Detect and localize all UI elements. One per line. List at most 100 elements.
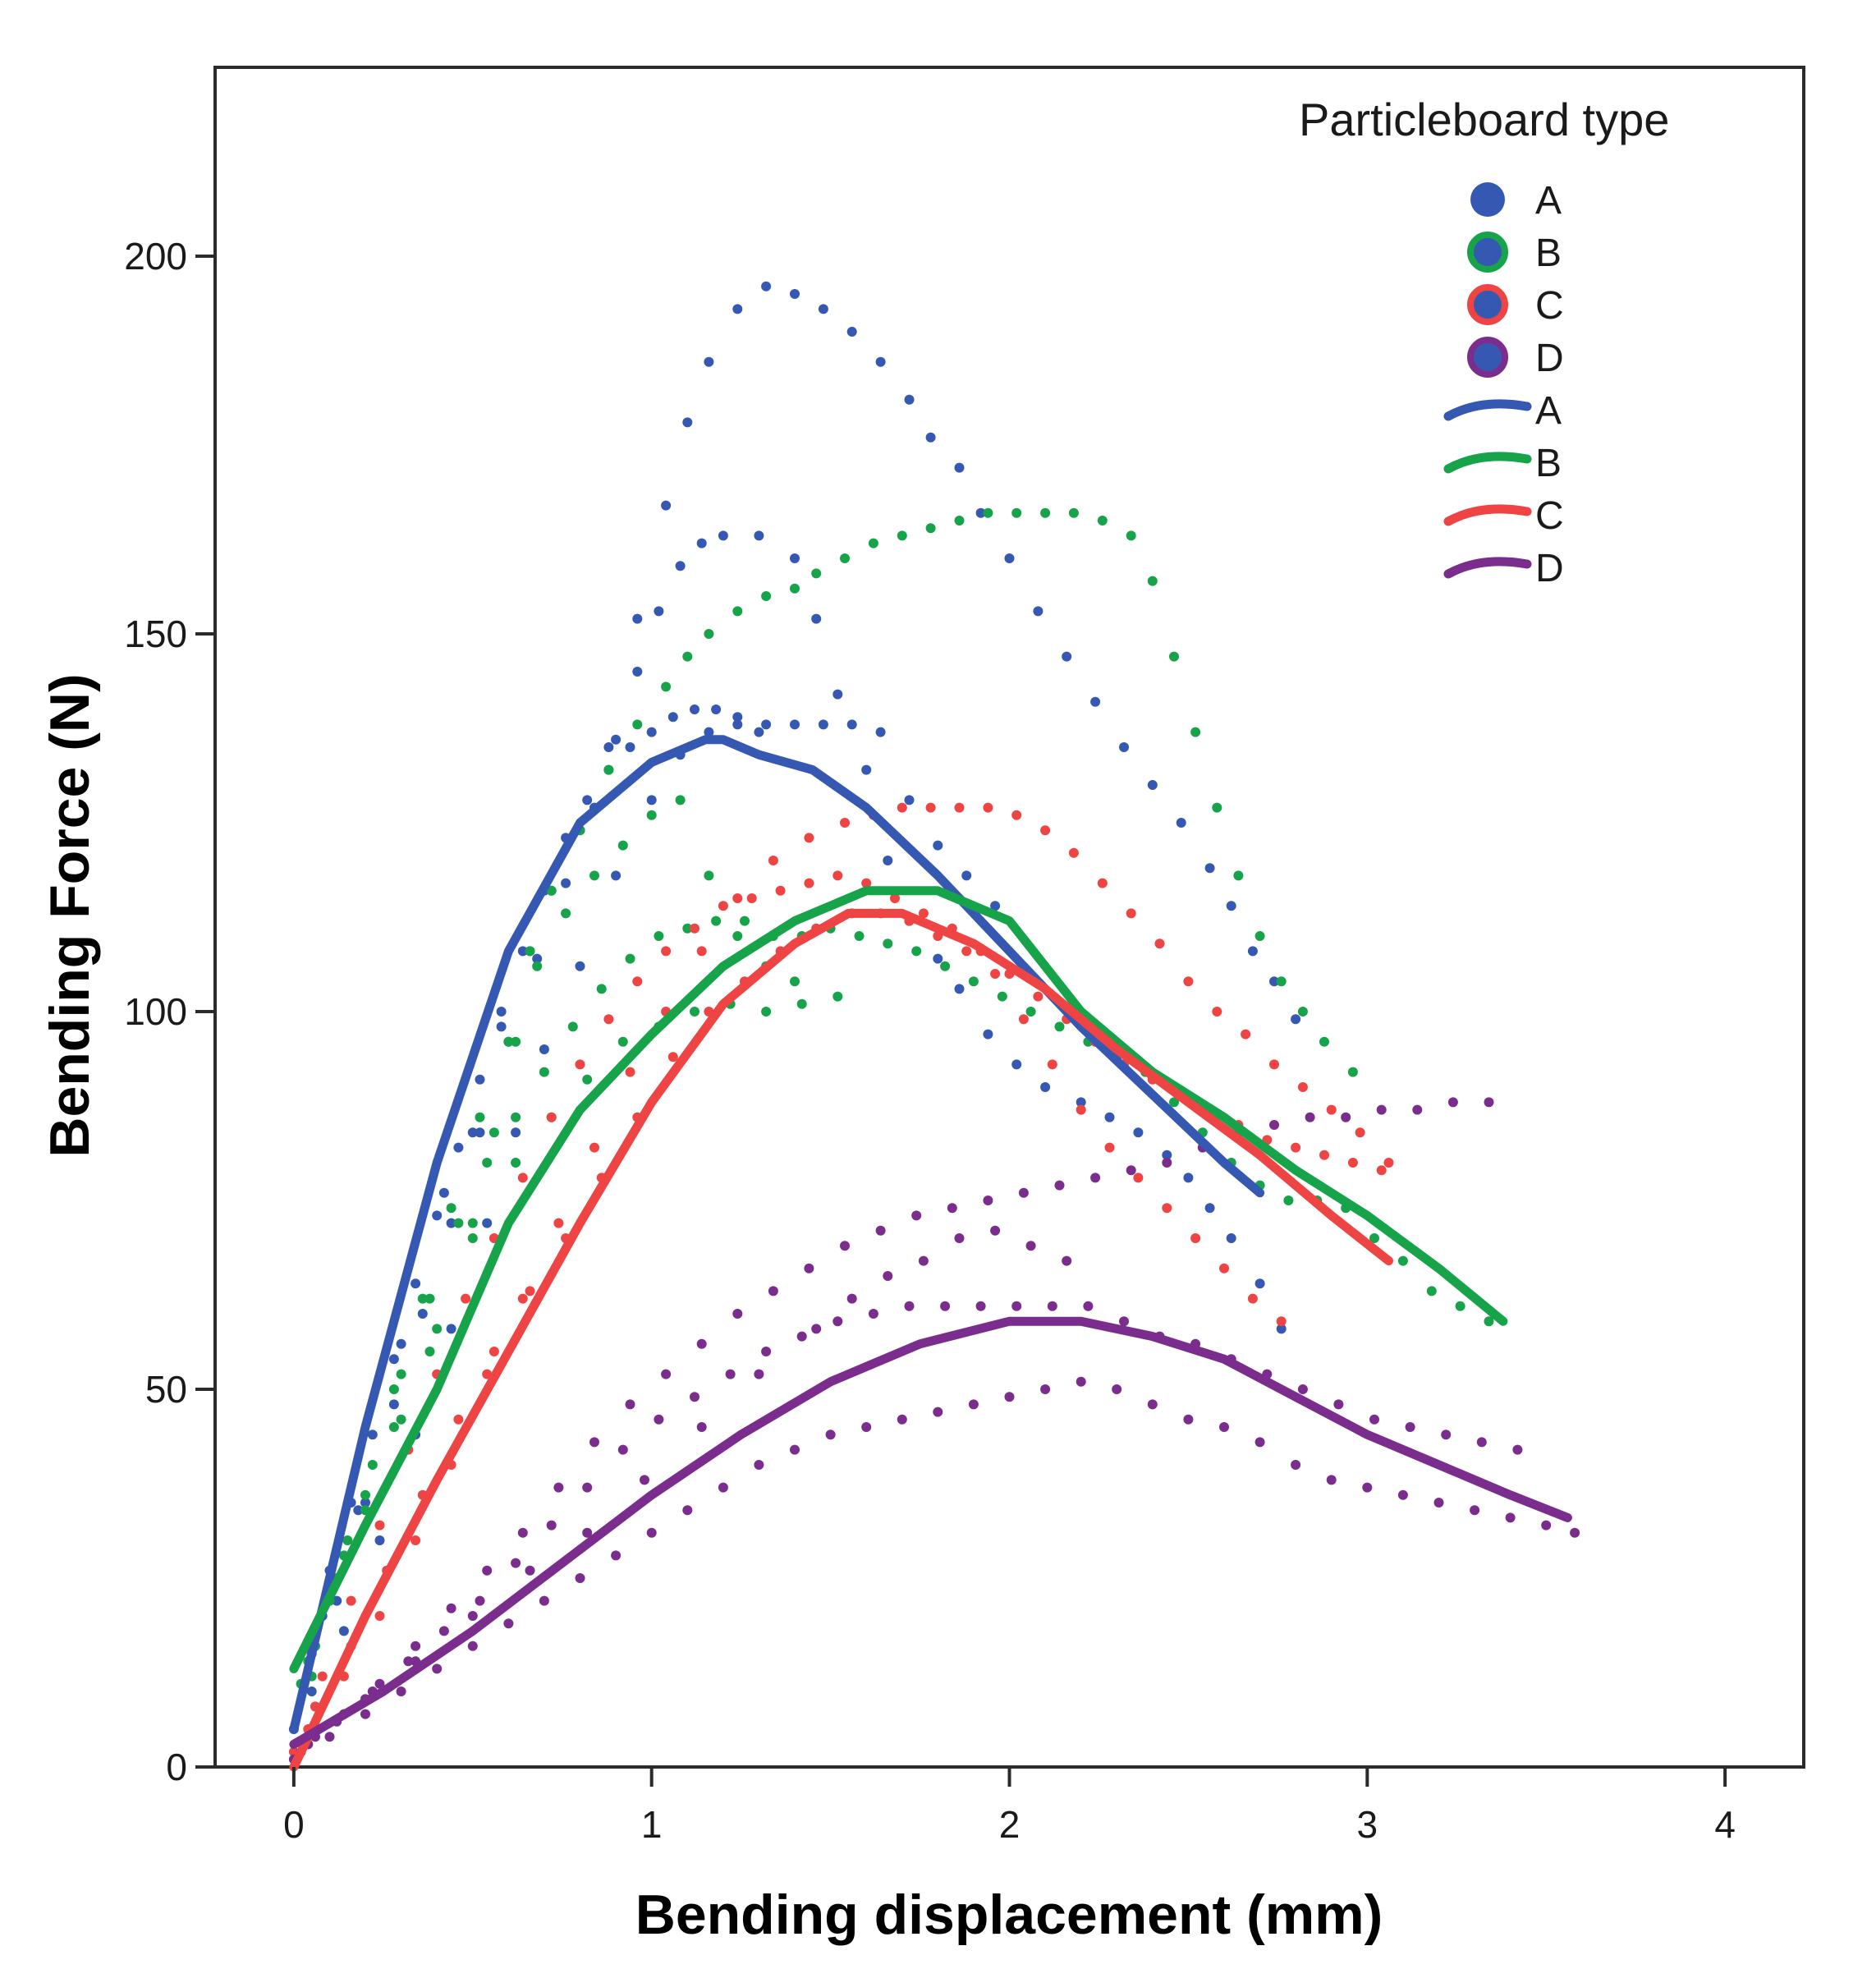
data-point [617, 1036, 628, 1047]
data-point [1097, 878, 1108, 888]
data-point [367, 1430, 378, 1440]
data-point [718, 530, 728, 541]
data-point [1326, 1104, 1337, 1115]
data-point [1347, 1158, 1358, 1168]
data-point [625, 1399, 635, 1410]
data-point [1426, 1286, 1437, 1296]
data-point [446, 1603, 456, 1613]
data-point [983, 1029, 993, 1039]
data-point [1162, 1203, 1172, 1214]
data-point [1183, 976, 1194, 987]
data-point [488, 1347, 499, 1356]
data-point [997, 991, 1007, 1002]
data-point [1333, 1399, 1344, 1410]
data-point [646, 727, 657, 737]
data-point [1484, 1097, 1494, 1108]
data-point [954, 462, 965, 473]
data-point [424, 1293, 435, 1304]
data-point [1112, 1384, 1122, 1394]
data-point [790, 553, 800, 563]
data-point [840, 553, 850, 563]
data-point [1011, 1301, 1022, 1311]
data-point [775, 885, 786, 896]
data-point [575, 1573, 585, 1583]
data-point [1476, 1437, 1487, 1448]
data-point [1169, 651, 1179, 662]
data-point [1033, 606, 1043, 617]
data-point [467, 1611, 478, 1621]
data-point [661, 500, 672, 511]
data-point [961, 946, 972, 957]
data-point [854, 931, 865, 941]
data-point [1119, 742, 1129, 752]
data-point [1147, 1399, 1158, 1410]
data-point [682, 923, 693, 934]
data-point [1104, 1142, 1115, 1153]
data-point [432, 1324, 443, 1334]
data-point [1397, 1255, 1408, 1266]
data-point [1269, 1059, 1279, 1070]
data-point [846, 327, 857, 337]
data-point [1269, 1120, 1279, 1130]
data-point [1347, 1067, 1358, 1077]
data-point [475, 1127, 485, 1138]
data-point [317, 1671, 328, 1682]
data-point [1226, 901, 1236, 911]
data-point [1154, 939, 1165, 949]
data-point [1126, 1165, 1136, 1176]
data-point [682, 1505, 693, 1516]
fit-line-layer [289, 735, 1572, 1772]
scatter-series-A [288, 281, 1301, 1734]
data-point [561, 878, 571, 888]
data-point [1040, 825, 1051, 836]
data-point [517, 1293, 528, 1304]
data-point [1241, 1029, 1251, 1039]
data-point [875, 356, 886, 367]
data-point [754, 1369, 764, 1379]
data-point [740, 916, 750, 926]
data-point [840, 818, 850, 828]
data-point [654, 606, 664, 617]
data-point [511, 1036, 521, 1047]
data-point [539, 1067, 549, 1077]
y-tick-label: 200 [124, 235, 187, 278]
data-point [754, 727, 764, 737]
data-point [875, 727, 886, 737]
data-point [768, 856, 778, 865]
data-point [539, 1595, 549, 1606]
data-point [1341, 1112, 1351, 1122]
data-point [1147, 576, 1158, 586]
data-point [796, 1331, 807, 1342]
data-point [761, 591, 772, 601]
data-point [933, 840, 943, 851]
data-point [667, 712, 678, 723]
data-point [1512, 1444, 1523, 1455]
data-point [589, 1142, 599, 1153]
data-point [1004, 1392, 1015, 1402]
data-point [1247, 1293, 1258, 1304]
data-point [718, 1482, 728, 1493]
data-point [374, 1535, 385, 1545]
data-point [475, 1595, 485, 1606]
legend-marker-entry-A: A [1470, 179, 1562, 223]
data-point [975, 507, 986, 518]
data-point [1054, 1021, 1065, 1032]
data-point [1397, 1489, 1408, 1500]
data-point [682, 417, 693, 428]
y-tick-label: 0 [166, 1746, 187, 1788]
data-point [1062, 651, 1072, 662]
x-axis-title: Bending displacement (mm) [635, 1884, 1383, 1946]
data-point [1319, 1150, 1329, 1160]
data-point [1169, 1097, 1179, 1108]
y-tick-label: 50 [145, 1368, 187, 1411]
data-point [396, 1687, 406, 1696]
data-point [1276, 976, 1287, 987]
data-point [1190, 1233, 1201, 1243]
data-point [453, 1142, 464, 1153]
data-point [625, 742, 635, 752]
data-point [1383, 1158, 1394, 1168]
data-point [1484, 1316, 1494, 1327]
data-point [511, 1158, 521, 1168]
data-point [632, 667, 643, 677]
